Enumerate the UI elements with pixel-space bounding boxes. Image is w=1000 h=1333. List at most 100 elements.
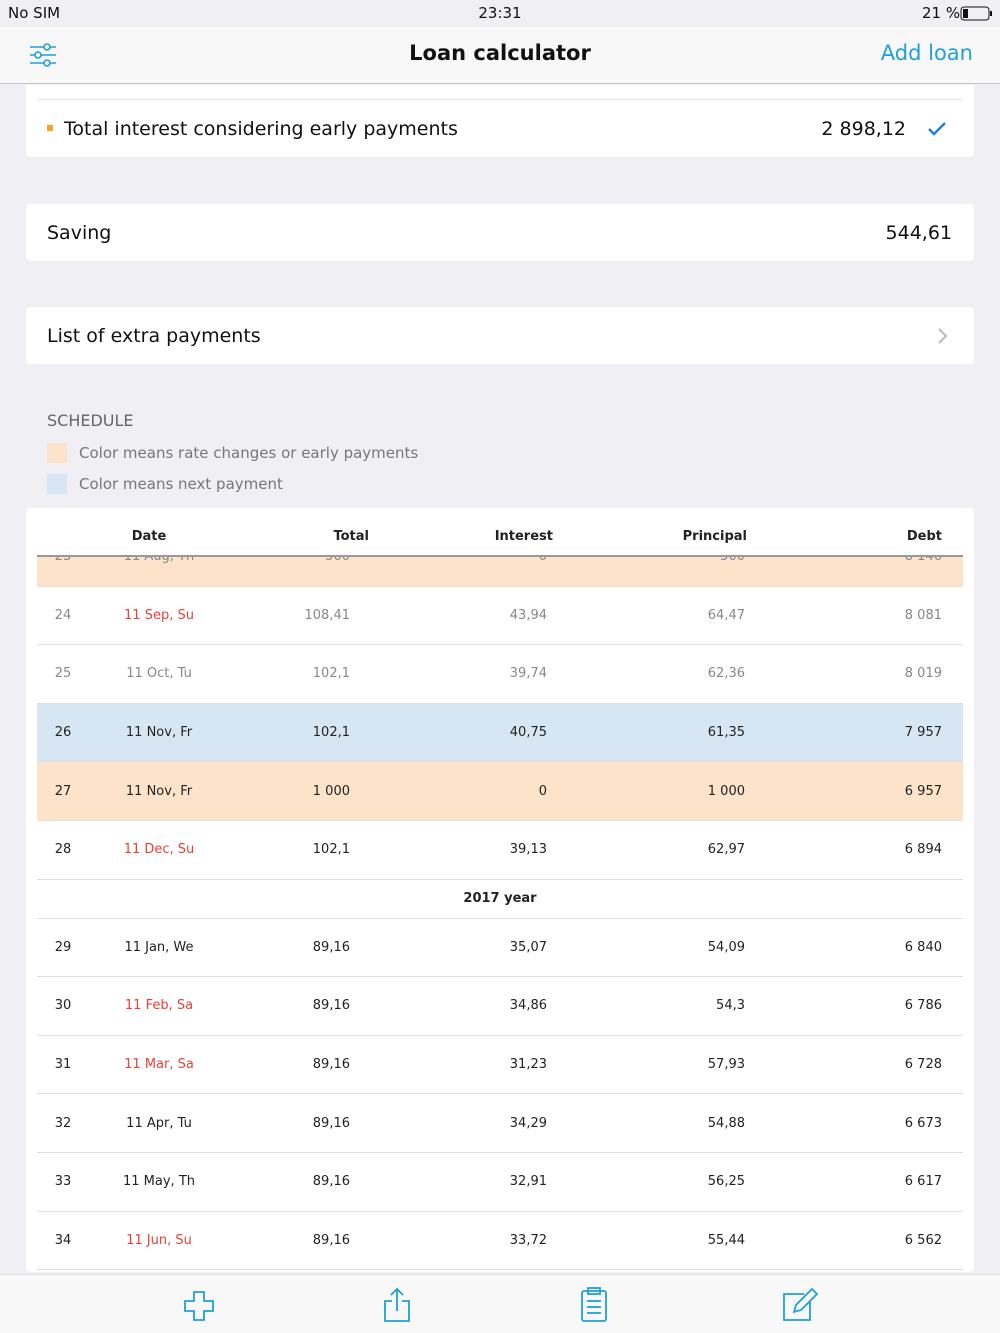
cell-interest: 34,29 xyxy=(509,1115,547,1131)
cell-num: 23 xyxy=(37,557,89,586)
cell-num: 27 xyxy=(54,783,72,799)
cell-debt: 6 786 xyxy=(904,998,942,1014)
cell-num: 30 xyxy=(54,998,72,1014)
cell-interest: 40,75 xyxy=(509,725,547,741)
year-label: 2017 year xyxy=(463,891,537,907)
schedule-row: 28 11 Dec, Su 102,1 39,13 62,97 6 894 xyxy=(37,821,963,880)
share-tab[interactable] xyxy=(382,1287,412,1323)
add-tab[interactable] xyxy=(183,1290,215,1322)
battery-icon xyxy=(960,6,992,21)
cell-principal: 62,97 xyxy=(707,842,745,858)
schedule-row: 27 11 Nov, Fr 1 000 0 1 000 6 957 xyxy=(37,762,963,821)
schedule-row: 24 11 Sep, Su 108,41 43,94 64,47 8 081 xyxy=(37,587,963,646)
interest-label: Total interest considering early payment… xyxy=(64,118,458,140)
cell-principal: 54,09 xyxy=(707,939,745,955)
cell-debt: 8 146 xyxy=(842,557,942,586)
cell-date: 11 Aug, Th xyxy=(89,557,229,586)
cell-num: 25 xyxy=(54,666,72,682)
cell-date: 11 May, Th xyxy=(123,1174,195,1190)
status-bar: No SIM 23:31 21 % xyxy=(0,0,1000,27)
cell-total: 108,41 xyxy=(304,607,351,623)
tab-bar xyxy=(0,1274,1000,1333)
clipboard-tab[interactable] xyxy=(580,1287,608,1323)
year-row: 2017 year xyxy=(37,880,963,919)
nav-title: Loan calculator xyxy=(409,41,591,65)
cell-date: 11 Oct, Tu xyxy=(126,666,192,682)
cell-interest: 39,74 xyxy=(509,666,547,682)
chevron xyxy=(938,328,948,344)
cell-date: 11 Sep, Su xyxy=(124,607,194,623)
schedule-row: 26 11 Nov, Fr 102,1 40,75 61,35 7 957 xyxy=(37,703,963,763)
cell-total: 89,16 xyxy=(312,1115,350,1131)
legend-swatch xyxy=(47,443,67,463)
cell-num: 32 xyxy=(54,1115,72,1131)
cell-total: 102,1 xyxy=(312,842,350,858)
cell-date: 11 Jun, Su xyxy=(126,1232,192,1248)
cell-principal: 61,35 xyxy=(707,725,745,741)
cell-debt: 6 617 xyxy=(904,1174,942,1190)
cell-total: 89,16 xyxy=(312,998,350,1014)
cell-principal: 54,3 xyxy=(716,998,745,1014)
interest-value: 2 898,12 xyxy=(821,118,906,140)
cell-num: 24 xyxy=(54,607,72,623)
cell-total: 89,16 xyxy=(312,1057,350,1073)
cell-date: 11 Nov, Fr xyxy=(125,725,193,741)
table-header: Date Total Interest Principal Debt xyxy=(37,508,963,557)
cell-interest: 39,13 xyxy=(509,842,547,858)
cell-date: 11 Feb, Sa xyxy=(124,998,194,1014)
column-header: Principal xyxy=(682,528,747,544)
schedule-table: Date Total Interest Principal Debt 2311 Aug,… xyxy=(26,508,974,1272)
cell-date: 11 Nov, Fr xyxy=(125,783,193,799)
battery-text: 21 % xyxy=(922,4,961,22)
cell-debt: 6 673 xyxy=(904,1115,942,1131)
cell-principal: 54,88 xyxy=(707,1115,745,1131)
cell-num: 34 xyxy=(54,1232,72,1248)
cell-total: 102,1 xyxy=(312,725,350,741)
check-icon xyxy=(928,122,946,136)
cell-interest: 0 xyxy=(447,557,547,586)
schedule-row: 2311 Aug, Th 500 0 500 8 146 xyxy=(37,557,963,587)
extra-payments-label: List of extra payments xyxy=(47,325,261,347)
cell-date: 11 Jan, We xyxy=(124,939,194,955)
cell-interest: 33,72 xyxy=(509,1232,547,1248)
cell-date: 11 Apr, Tu xyxy=(126,1115,192,1131)
cell-principal: 57,93 xyxy=(707,1057,745,1073)
cell-total: 89,16 xyxy=(312,1232,350,1248)
cell-total: 102,1 xyxy=(312,666,350,682)
cell-principal: 56,25 xyxy=(707,1174,745,1190)
schedule-heading: SCHEDULE xyxy=(47,411,134,430)
cell-principal: 500 xyxy=(645,557,745,586)
schedule-row: 34 11 Jun, Su 89,16 33,72 55,44 6 562 xyxy=(37,1212,963,1271)
cell-interest: 43,94 xyxy=(509,607,547,623)
cell-principal: 1 000 xyxy=(707,783,745,799)
add-loan-button[interactable]: Add loan xyxy=(880,41,973,65)
marker xyxy=(47,125,53,131)
carrier: No SIM xyxy=(8,4,61,22)
schedule-row: 25 11 Oct, Tu 102,1 39,74 62,36 8 019 xyxy=(37,645,963,704)
saving-value: 544,61 xyxy=(885,222,952,244)
cell-total: 89,16 xyxy=(312,939,350,955)
schedule-row: 29 11 Jan, We 89,16 35,07 54,09 6 840 xyxy=(37,919,963,978)
cell-principal: 55,44 xyxy=(707,1232,745,1248)
interest-card: Total interest considering early payment… xyxy=(26,85,974,157)
cell-num: 26 xyxy=(54,725,72,741)
schedule-row: 30 11 Feb, Sa 89,16 34,86 54,3 6 786 xyxy=(37,977,963,1036)
cell-date: 11 Mar, Sa xyxy=(124,1057,194,1073)
cell-debt: 7 957 xyxy=(904,725,942,741)
cell-debt: 6 894 xyxy=(904,842,942,858)
settings-button[interactable] xyxy=(29,43,57,67)
schedule-row: 32 11 Apr, Tu 89,16 34,29 54,88 6 673 xyxy=(37,1094,963,1153)
nav-bar: Loan calculator Add loan xyxy=(0,27,1000,84)
cell-total: 89,16 xyxy=(312,1174,350,1190)
cell-debt: 8 081 xyxy=(904,607,942,623)
extra-payments-row[interactable]: List of extra payments xyxy=(26,307,974,364)
legend-swatch xyxy=(47,474,67,494)
cell-principal: 64,47 xyxy=(707,607,745,623)
cell-interest: 32,91 xyxy=(509,1174,547,1190)
edit-tab[interactable] xyxy=(782,1288,820,1322)
cell-interest: 35,07 xyxy=(509,939,547,955)
cell-debt: 8 019 xyxy=(904,666,942,682)
cell-num: 31 xyxy=(54,1057,72,1073)
legend-text: Color means next payment xyxy=(79,475,283,493)
